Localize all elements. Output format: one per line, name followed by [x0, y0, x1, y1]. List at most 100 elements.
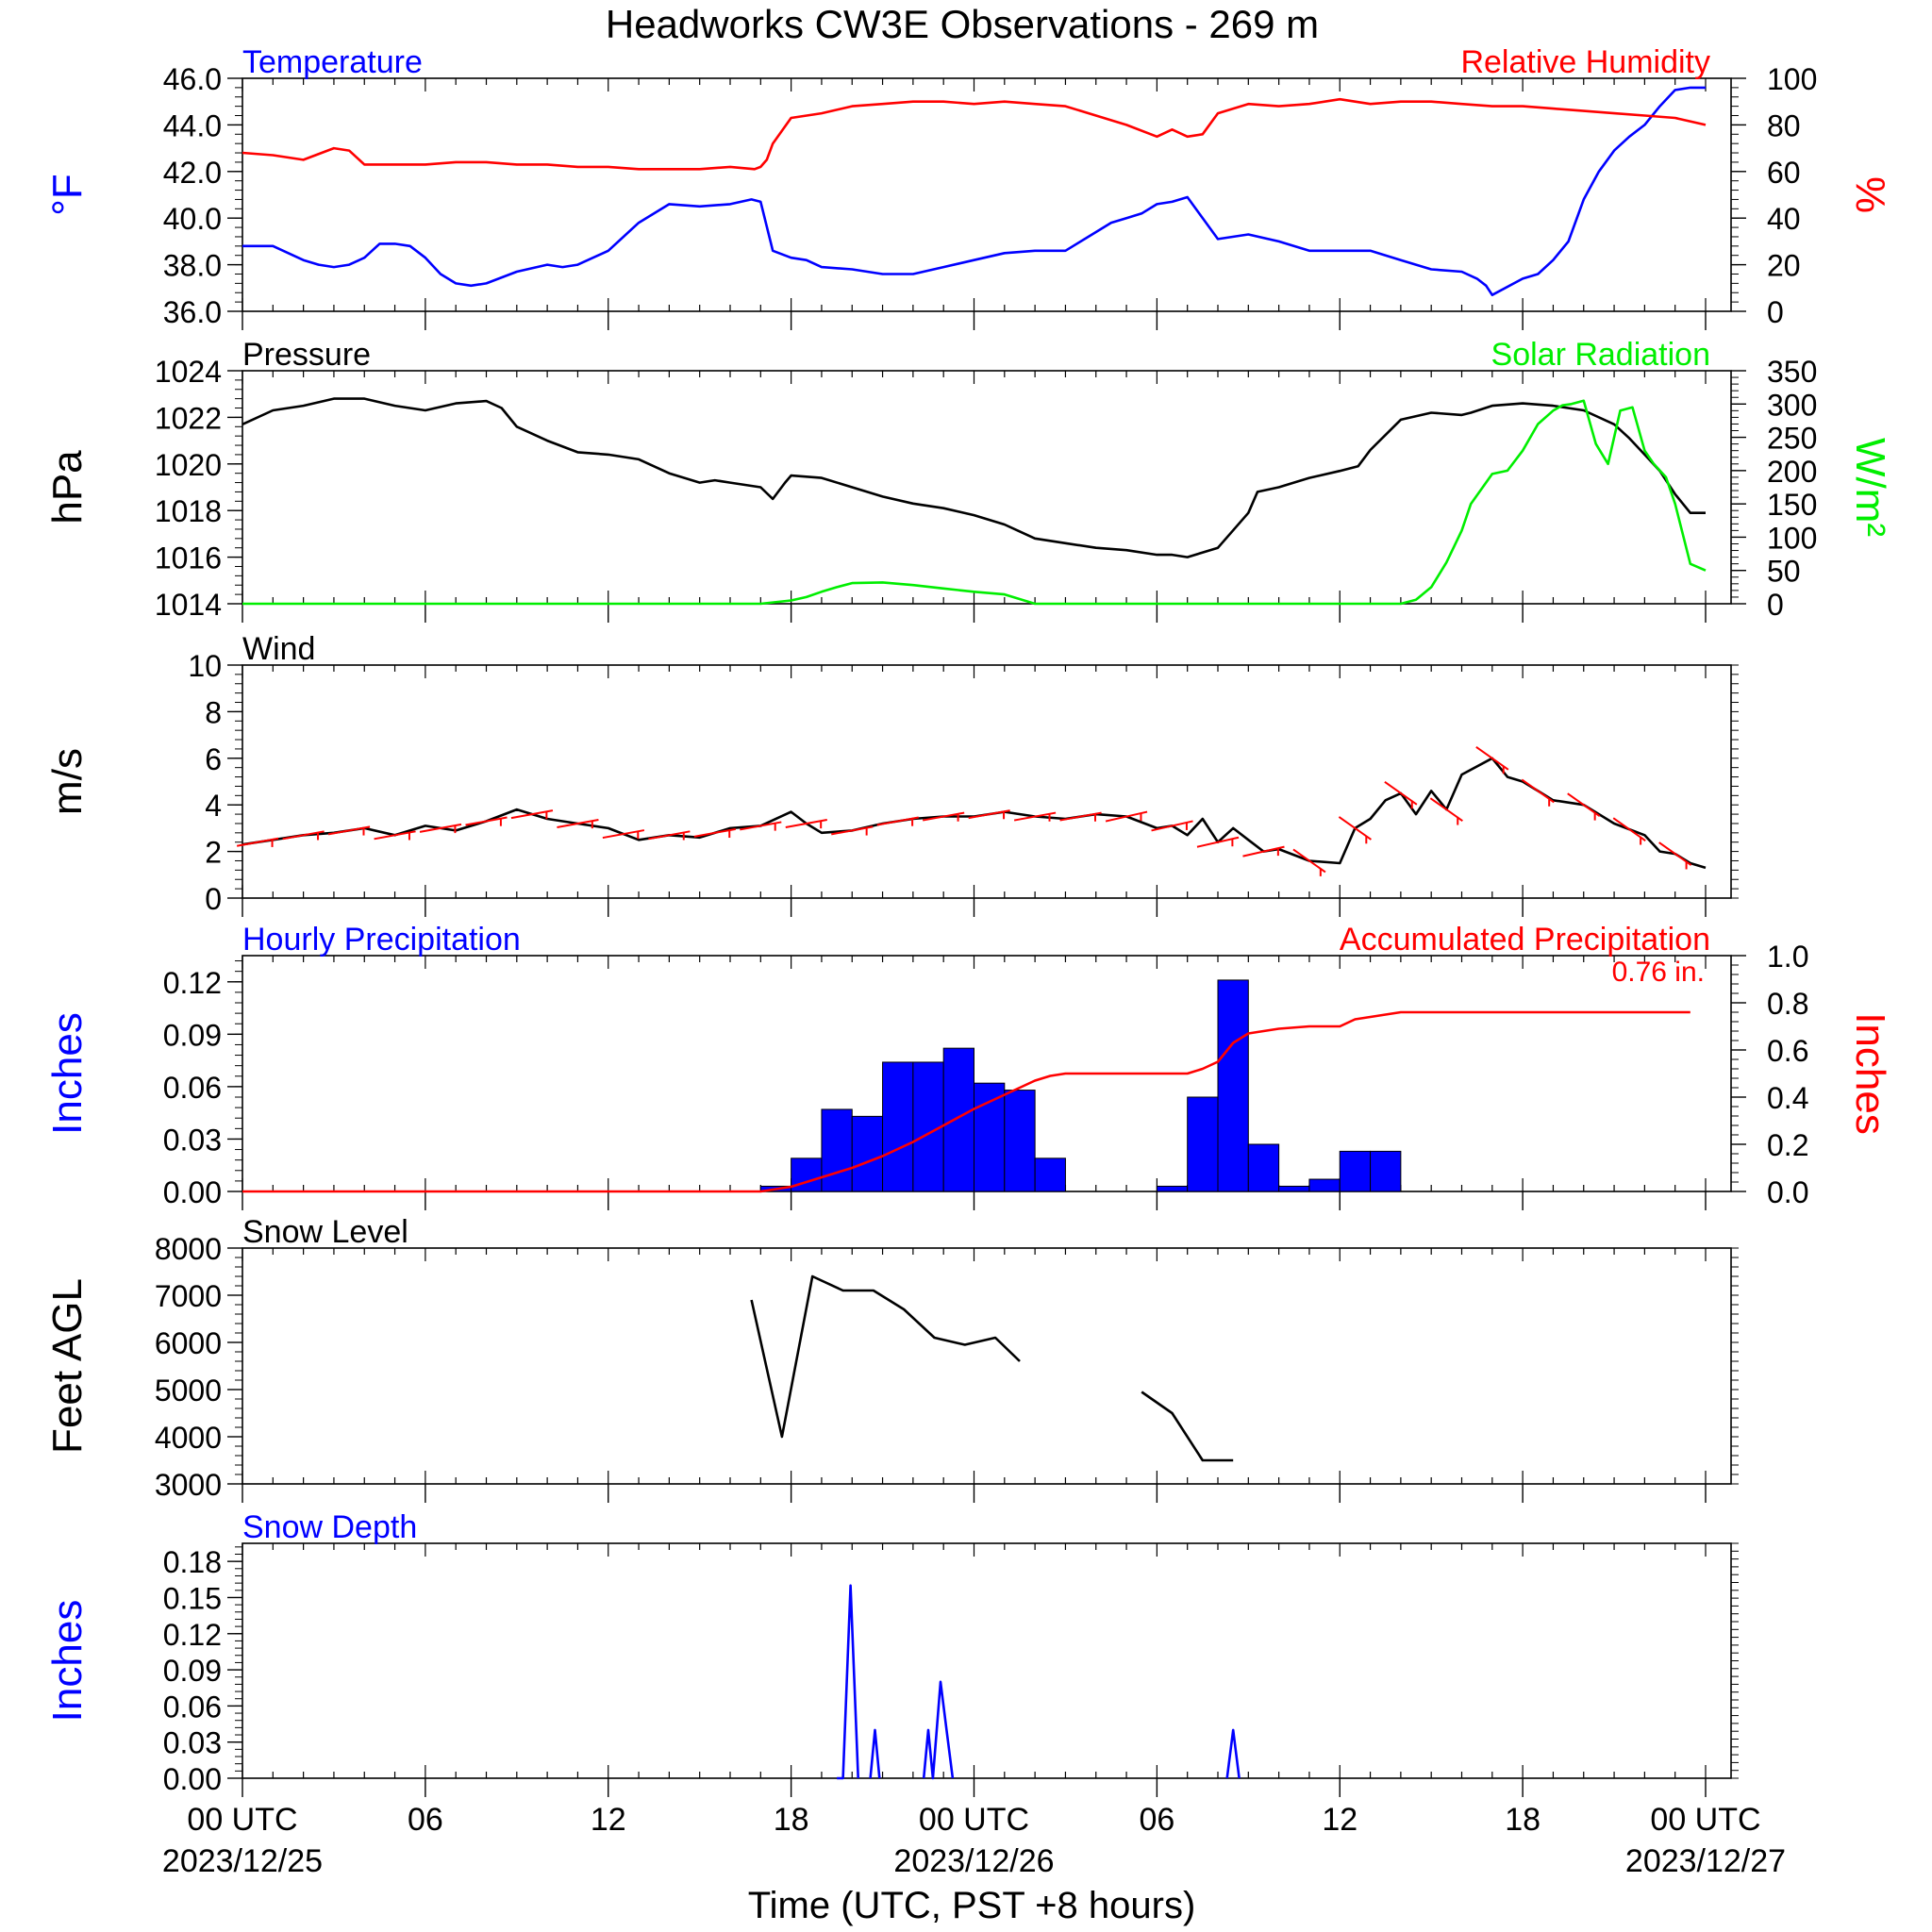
- series-snow-level: [1141, 1391, 1234, 1462]
- series-snow-depth: [837, 1584, 859, 1780]
- y-tick-label-right: 0.8: [1767, 987, 1808, 1021]
- y-tick-label-left: 0.15: [163, 1581, 222, 1615]
- wind-barb: [1658, 841, 1692, 866]
- y-tick-label-right: 0.2: [1767, 1128, 1808, 1162]
- x-tick-label: 00 UTC: [919, 1802, 1029, 1838]
- y-axis-label-right: %: [1847, 176, 1893, 213]
- y-tick-label-right: 350: [1767, 355, 1817, 389]
- y-tick-label-right: 1.0: [1767, 940, 1808, 974]
- y-tick-label-left: 0.00: [163, 1175, 222, 1209]
- y-tick-label-left: 2: [205, 836, 222, 870]
- y-tick-label-right: 50: [1767, 555, 1801, 589]
- panel-title-left: Wind: [242, 631, 315, 667]
- y-tick-label-left: 1014: [155, 588, 222, 622]
- precip-bar: [1034, 1158, 1066, 1192]
- series-accumulated-precipitation: [242, 1010, 1690, 1193]
- panel-temp_rh: 36.0 38.0 40.0 42.0 44.0 46.0 0 20 40 60 80 100 Temp…: [44, 44, 1893, 330]
- y-tick-label-left: 0.09: [163, 1654, 222, 1688]
- y-tick-label-left: 0.12: [163, 966, 222, 1000]
- precip-bar: [974, 1082, 1006, 1192]
- y-tick-label-left: 8000: [155, 1232, 222, 1266]
- panel-snowlevel: 3000 4000 5000 6000 7000 8000 Snow Level Feet A…: [44, 1214, 1739, 1503]
- y-tick-label-left: 0.03: [163, 1726, 222, 1760]
- panel-frame: [242, 1247, 1732, 1485]
- y-tick-label-left: 44.0: [163, 108, 222, 142]
- wind-barb: [1612, 817, 1646, 841]
- wind-barb: [1292, 848, 1326, 874]
- y-tick-label-left: 0.00: [163, 1762, 222, 1796]
- y-tick-label-left: 1024: [155, 355, 222, 389]
- y-axis-label-right: W/m²: [1847, 438, 1893, 537]
- y-axis-label-left: Feet AGL: [44, 1278, 91, 1454]
- panel-title-left: Snow Level: [242, 1214, 408, 1250]
- chart-title: Headworks CW3E Observations - 269 m: [606, 2, 1319, 46]
- wind-barb: [1475, 745, 1509, 771]
- y-tick-label-left: 7000: [155, 1279, 222, 1313]
- y-tick-label-left: 3000: [155, 1468, 222, 1502]
- precip-bar: [1278, 1185, 1310, 1192]
- y-tick-label-right: 0.6: [1767, 1034, 1808, 1068]
- series-snow-level: [750, 1274, 1021, 1439]
- precip-bar: [882, 1061, 914, 1192]
- precip-bar: [1156, 1185, 1189, 1192]
- panel-frame: [242, 664, 1732, 899]
- y-tick-label-left: 0.18: [163, 1545, 222, 1579]
- y-tick-label-right: 0: [1767, 295, 1784, 329]
- x-tick-label: 18: [774, 1802, 809, 1838]
- precip-bar: [1339, 1150, 1372, 1192]
- y-tick-label-left: 0.12: [163, 1618, 222, 1652]
- panel-title-left: Hourly Precipitation: [242, 922, 521, 958]
- y-tick-label-left: 36.0: [163, 295, 222, 329]
- series-solar-radiation: [242, 399, 1707, 606]
- x-tick-date-label: 2023/12/27: [1625, 1843, 1786, 1879]
- precip-bar: [1187, 1096, 1219, 1192]
- precip-bar: [1217, 979, 1249, 1192]
- y-tick-label-left: 1020: [155, 448, 222, 482]
- panel-wind: 0 2 4 6 8 10 Wind m/s: [44, 631, 1739, 917]
- precip-bar: [851, 1115, 884, 1192]
- precip-total-annotation: 0.76 in.: [1612, 957, 1705, 988]
- y-tick-label-right: 80: [1767, 108, 1801, 142]
- precip-bar: [1247, 1143, 1280, 1192]
- x-tick-label: 00 UTC: [1650, 1802, 1760, 1838]
- series-pressure: [242, 397, 1706, 558]
- x-tick-label: 12: [1322, 1802, 1357, 1838]
- panel-frame: [242, 1542, 1732, 1779]
- y-tick-label-left: 5000: [155, 1374, 222, 1407]
- y-tick-label-left: 0: [205, 882, 222, 916]
- y-tick-label-left: 4000: [155, 1421, 222, 1455]
- wind-barb: [1338, 816, 1372, 841]
- x-tick-label: 12: [591, 1802, 626, 1838]
- y-axis-label-left: Inches: [44, 1600, 91, 1723]
- y-axis-label-left: m/s: [44, 748, 91, 815]
- y-tick-label-left: 1018: [155, 494, 222, 528]
- x-tick-label: 00 UTC: [187, 1802, 297, 1838]
- panel-title-right: Accumulated Precipitation: [1340, 922, 1710, 958]
- y-tick-label-right: 250: [1767, 422, 1817, 456]
- panel-title-left: Temperature: [242, 44, 423, 80]
- y-axis-label-left: hPa: [44, 450, 91, 525]
- y-tick-label-left: 0.06: [163, 1071, 222, 1105]
- y-tick-label-left: 1022: [155, 401, 222, 435]
- y-tick-label-right: 0: [1767, 588, 1784, 622]
- x-axis-label: Time (UTC, PST +8 hours): [748, 1885, 1196, 1926]
- y-tick-label-right: 300: [1767, 388, 1817, 422]
- series-wind: [242, 757, 1707, 870]
- precip-bar: [1004, 1090, 1036, 1192]
- x-tick-label: 06: [1139, 1802, 1174, 1838]
- y-tick-label-right: 150: [1767, 488, 1817, 522]
- y-tick-label-right: 200: [1767, 455, 1817, 489]
- y-tick-label-right: 40: [1767, 202, 1801, 236]
- series-snow-depth: [869, 1728, 881, 1779]
- wind-barb: [1429, 797, 1463, 822]
- y-tick-label-right: 100: [1767, 521, 1817, 555]
- precip-bar: [791, 1158, 823, 1192]
- panel-precip: 0.00 0.03 0.06 0.09 0.12 0.0 0.2 0.4 0.6 0.8 1.0 Ho…: [44, 922, 1893, 1210]
- y-tick-label-left: 6000: [155, 1326, 222, 1360]
- precip-bar: [1308, 1178, 1341, 1192]
- y-tick-label-left: 46.0: [163, 62, 222, 96]
- panel-title-left: Pressure: [242, 337, 371, 373]
- series-snow-depth: [1225, 1728, 1241, 1779]
- panel-frame: [242, 77, 1732, 312]
- y-tick-label-left: 38.0: [163, 249, 222, 283]
